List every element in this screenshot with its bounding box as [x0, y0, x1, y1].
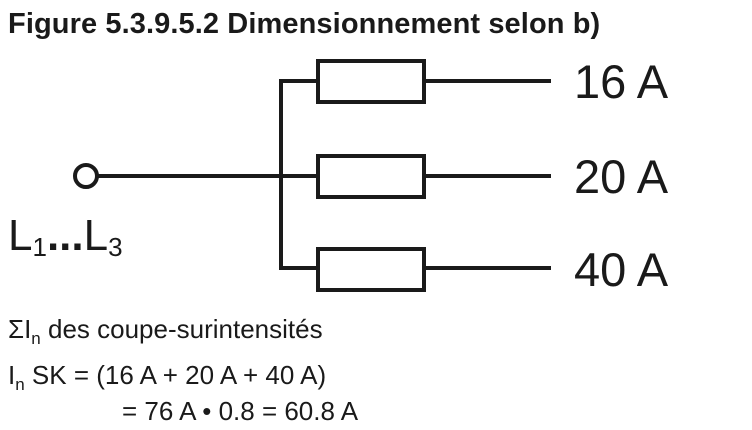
source-terminal	[73, 163, 99, 189]
in-subscript: n	[15, 375, 25, 394]
fuse-symbol	[316, 59, 426, 104]
formula-result-line: = 76 A • 0.8 = 60.8 A	[122, 396, 359, 426]
fuse-symbol	[316, 154, 426, 199]
circuit-diagram: 16 A 20 A 40 A L1...L3	[8, 55, 669, 296]
source-label-ellipsis: ...	[47, 211, 84, 260]
branch-rating-label: 40 A	[574, 243, 669, 296]
formula-in-line: In SK = (16 A + 20 A + 40 A)	[8, 360, 327, 393]
branch-40a: 40 A	[281, 243, 669, 296]
source-label-end: L	[84, 211, 108, 260]
in-equation: SK = (16 A + 20 A + 40 A)	[24, 360, 327, 390]
source-label-start: L	[8, 211, 32, 260]
source-label-start-index: 1	[32, 232, 46, 262]
fuse-symbol	[316, 247, 426, 292]
formula-sum-line: ΣIn des coupe-surintensités	[8, 314, 323, 347]
branch-20a: 20 A	[281, 150, 669, 203]
sum-subscript: n	[31, 329, 41, 348]
source-label: L1...L3	[8, 211, 123, 262]
figure-title: Figure 5.3.9.5.2 Dimensionnement selon b…	[8, 8, 601, 40]
branch-16a: 16 A	[281, 55, 669, 108]
sum-symbol: ΣI	[8, 314, 32, 344]
sum-description: des coupe-surintensités	[40, 314, 323, 344]
branch-rating-label: 16 A	[574, 55, 669, 108]
in-symbol: I	[8, 360, 16, 390]
branch-rating-label: 20 A	[574, 150, 669, 203]
source-label-end-index: 3	[108, 232, 122, 262]
